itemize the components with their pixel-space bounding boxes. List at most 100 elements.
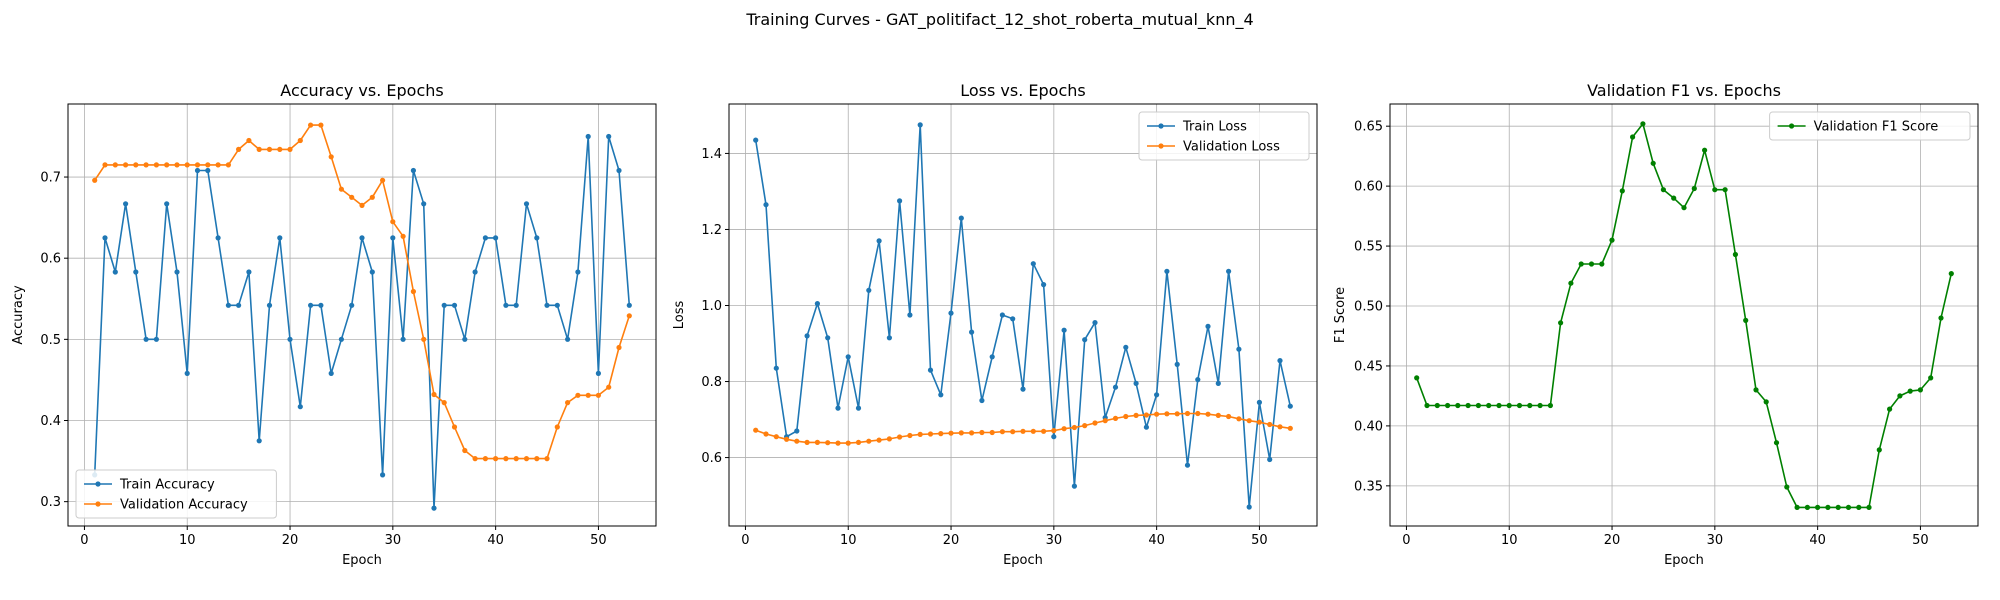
data-point: [359, 202, 365, 208]
legend-box: [75, 469, 277, 519]
data-point: [112, 162, 118, 168]
data-point: [1215, 412, 1221, 418]
data-point: [1051, 428, 1057, 434]
data-point: [1609, 237, 1615, 243]
data-point: [462, 447, 468, 454]
y-axis-label: Loss: [672, 301, 687, 330]
data-point: [1753, 387, 1759, 393]
data-point: [845, 354, 851, 360]
y-tick-label: 0.35: [1354, 479, 1383, 494]
data-point: [1195, 410, 1201, 417]
data-point: [845, 440, 851, 446]
data-point: [184, 370, 190, 376]
data-point: [349, 194, 355, 200]
data-point: [236, 146, 242, 152]
data-point: [112, 269, 118, 275]
data-point: [1743, 317, 1749, 323]
legend: Train Accuracy Validation Accuracy: [75, 469, 277, 519]
data-point: [1619, 188, 1625, 194]
data-point: [266, 302, 273, 308]
data-point: [835, 440, 841, 446]
data-point: [297, 137, 303, 144]
y-tick-label: 1.2: [701, 223, 722, 238]
data-point: [1630, 134, 1636, 140]
data-point: [969, 430, 975, 436]
data-point: [1164, 411, 1170, 417]
data-point: [1928, 375, 1934, 381]
data-point: [1226, 268, 1232, 274]
data-point: [1174, 361, 1180, 367]
data-point: [1030, 261, 1036, 267]
data-point: [855, 405, 862, 411]
legend-label: Validation F1 Score: [1814, 120, 1939, 135]
y-tick-label: 1.0: [701, 299, 722, 314]
data-point: [1215, 380, 1221, 386]
x-tick-label: 40: [1148, 533, 1165, 548]
data-point: [1267, 456, 1273, 463]
data-point: [1205, 411, 1211, 417]
data-point: [503, 302, 509, 308]
data-point: [1835, 504, 1841, 510]
chart-panel-1: 0 10 20 30 40 50 0.3 0.4 0.5 0.6 0.7 Accuracy vs. E…: [11, 81, 657, 568]
legend-marker: [95, 501, 101, 507]
data-point: [308, 122, 314, 128]
data-point: [153, 336, 159, 342]
data-point: [1246, 504, 1252, 510]
x-tick-label: 0: [80, 533, 88, 548]
data-point: [1866, 504, 1872, 510]
data-point: [410, 288, 416, 295]
data-point: [866, 287, 872, 293]
data-point: [102, 162, 108, 168]
x-axis-label: Epoch: [1664, 553, 1704, 568]
data-point: [482, 235, 488, 241]
data-point: [554, 302, 560, 308]
data-point: [256, 146, 262, 152]
series-line-2: [94, 124, 631, 460]
data-point: [1061, 327, 1067, 333]
data-point: [979, 397, 985, 404]
data-point: [1174, 411, 1180, 417]
data-point: [784, 436, 790, 442]
data-point: [1887, 406, 1893, 412]
data-point: [1660, 187, 1666, 193]
data-point: [1784, 484, 1790, 490]
data-point: [338, 186, 344, 192]
data-point: [390, 219, 396, 225]
data-point: [1267, 421, 1273, 428]
data-point: [194, 162, 201, 168]
data-point: [606, 384, 612, 390]
data-point: [1123, 413, 1129, 420]
data-point: [1030, 428, 1036, 434]
data-point: [969, 329, 975, 335]
data-point: [266, 146, 273, 152]
data-point: [1226, 413, 1232, 420]
data-point: [979, 429, 985, 436]
data-point: [318, 302, 324, 308]
data-point: [1123, 344, 1129, 350]
data-point: [102, 235, 108, 241]
y-tick-label: 0.55: [1354, 240, 1383, 255]
data-point: [814, 439, 821, 445]
data-point: [626, 313, 632, 319]
data-point: [554, 424, 560, 430]
data-point: [1938, 315, 1944, 321]
data-point: [1773, 440, 1780, 446]
data-point: [1568, 280, 1574, 286]
data-point: [1640, 121, 1646, 127]
data-point: [616, 167, 622, 174]
data-point: [927, 431, 934, 437]
data-point: [277, 235, 283, 241]
data-point: [184, 162, 190, 168]
data-point: [938, 392, 944, 398]
data-point: [328, 370, 334, 376]
data-point: [1195, 377, 1201, 383]
data-point: [1020, 386, 1026, 392]
data-point: [1092, 420, 1098, 426]
data-point: [164, 162, 170, 168]
legend-label: Train Loss: [1182, 120, 1247, 135]
data-point: [595, 392, 602, 398]
data-point: [164, 201, 170, 207]
y-tick-label: 0.40: [1354, 419, 1383, 434]
data-point: [1465, 402, 1471, 409]
